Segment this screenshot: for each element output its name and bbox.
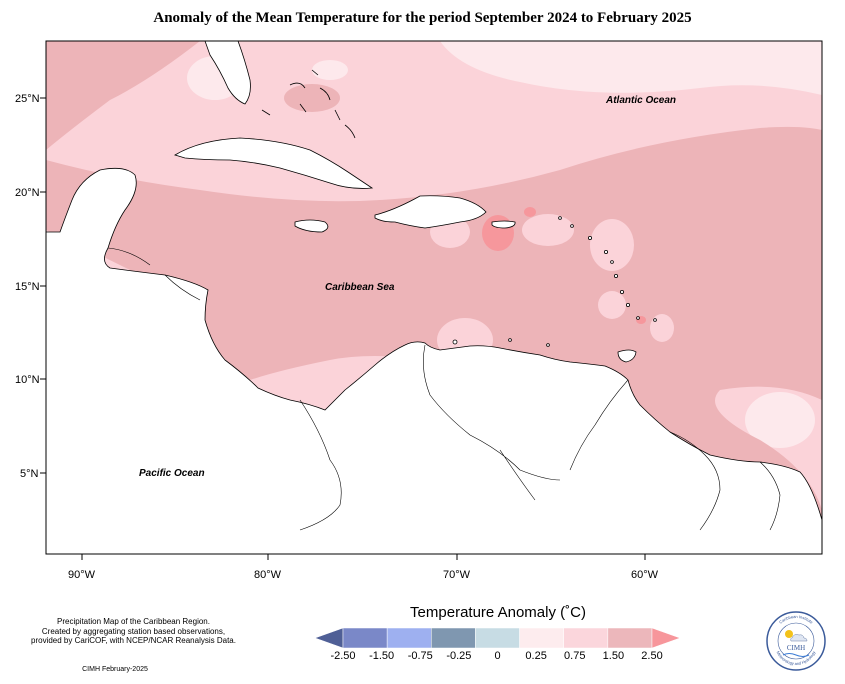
land-trinidad xyxy=(617,349,637,363)
anomaly-patch-atlantic-light xyxy=(440,41,822,95)
ocean-label-caribbean: Caribbean Sea xyxy=(325,282,395,293)
cimh-logo: CIMH Caribbean Institute Meteorology and… xyxy=(766,611,826,671)
lat-ticks xyxy=(40,97,46,474)
credit-text: CIMH February-2025 xyxy=(82,666,148,673)
legend-box-6 xyxy=(563,627,609,649)
land-hispaniola xyxy=(374,195,487,229)
land-florida xyxy=(204,41,251,105)
lon-ticks xyxy=(81,554,646,560)
source-note-line-3: provided by CariCOF, with NCEP/NCAR Rean… xyxy=(31,636,236,645)
legend-arrow-low xyxy=(314,627,344,649)
anomaly-patch-virgin-light xyxy=(522,214,574,246)
source-note: Precipitation Map of the Caribbean Regio… xyxy=(16,617,251,646)
anomaly-patch-bahamas-light xyxy=(312,60,348,80)
lon-label-80w: 80°W xyxy=(254,569,282,581)
legend-box-4 xyxy=(475,627,520,649)
lon-label-60w: 60°W xyxy=(631,569,659,581)
lat-label-25n: 25°N xyxy=(15,93,40,105)
map-frame xyxy=(45,40,823,555)
land-bahamas xyxy=(261,69,356,139)
lat-label-10n: 10°N xyxy=(15,374,40,386)
lat-label-5n: 5°N xyxy=(20,468,39,480)
cloud-icon xyxy=(790,634,808,642)
ocean-label-atlantic: Atlantic Ocean xyxy=(605,95,676,106)
anomaly-patch-antigua-high xyxy=(524,207,536,217)
legend-box-3 xyxy=(431,627,476,649)
legend-box-5 xyxy=(519,627,564,649)
legend-title: Temperature Anomaly (˚C) xyxy=(410,604,586,621)
land-lesser-antilles xyxy=(452,216,657,347)
legend-box-2 xyxy=(386,627,432,649)
legend-tick-label: 0 xyxy=(494,650,500,662)
lat-label-20n: 20°N xyxy=(15,187,40,199)
legend-tick-label: 2.50 xyxy=(641,650,662,662)
anomaly-patch-antilles-light xyxy=(590,219,634,271)
legend-boxes xyxy=(314,627,681,649)
legend-tick-label: 0.25 xyxy=(525,650,546,662)
legend-tick-labels: -2.50 -1.50 -0.75 -0.25 0 0.25 0.75 1.50 2.50 xyxy=(330,650,662,662)
source-note-line-2: Created by aggregating station based obs… xyxy=(41,626,226,636)
page-title: Anomaly of the Mean Temperature for the … xyxy=(153,10,692,26)
land-puerto-rico xyxy=(491,220,516,229)
legend-tick-label: -0.75 xyxy=(408,650,433,662)
legend-arrow-high xyxy=(651,627,681,649)
legend-tick-label: -0.25 xyxy=(446,650,471,662)
logo-abbrev: CIMH xyxy=(787,644,805,652)
ocean-label-pacific: Pacific Ocean xyxy=(139,468,205,479)
legend-tick-label: 0.75 xyxy=(564,650,585,662)
temperature-anomaly-map: 25°N 20°N 15°N 10°N 5°N 90°W 80°W 70°W 6… xyxy=(15,40,823,581)
land-borders xyxy=(107,247,781,531)
lat-label-15n: 15°N xyxy=(15,281,40,293)
land-jamaica xyxy=(294,219,329,233)
legend-tick-label: -1.50 xyxy=(369,650,394,662)
anomaly-patch-barbados-light xyxy=(650,314,674,342)
anomaly-band-medium-gulf xyxy=(46,41,200,150)
anomaly-patch-atlantic-east-light xyxy=(745,392,815,448)
sun-icon xyxy=(785,630,793,638)
anomaly-patch-antilles-light-2 xyxy=(598,291,626,319)
legend-box-1 xyxy=(342,627,388,649)
land-masses xyxy=(46,41,822,554)
anomaly-patch-bahamas-medium xyxy=(284,84,340,112)
source-note-line-1: Precipitation Map of the Caribbean Regio… xyxy=(57,617,210,626)
anomaly-patch-puerto-rico-high xyxy=(482,215,514,251)
legend-tick-label: -2.50 xyxy=(330,650,355,662)
legend-box-7 xyxy=(607,627,653,649)
lon-label-70w: 70°W xyxy=(443,569,471,581)
land-cuba xyxy=(174,137,374,189)
legend-tick-label: 1.50 xyxy=(603,650,624,662)
lon-label-90w: 90°W xyxy=(68,569,96,581)
